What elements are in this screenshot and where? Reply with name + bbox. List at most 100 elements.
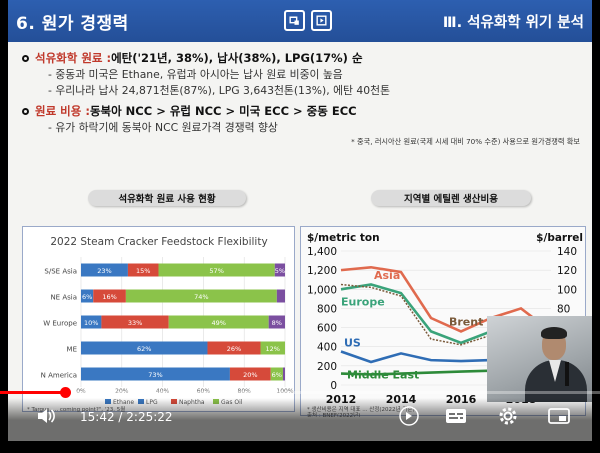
data-label: 16% xyxy=(102,293,116,301)
x-tick-label: 40% xyxy=(156,388,170,395)
bullet-feedstock: 석유화학 원료 : 에탄('21년, 38%), 납사(38%), LPG(17… xyxy=(22,50,588,67)
bar-segment xyxy=(81,289,94,303)
bullet-cost: 원료 비용 : 동북아 NCC > 유럽 NCC > 미국 ECC > 중동 E… xyxy=(22,103,588,120)
data-label: 15% xyxy=(136,267,150,275)
data-label: 57% xyxy=(209,267,223,275)
data-label: 62% xyxy=(137,345,151,353)
data-label: 33% xyxy=(128,319,142,327)
bar-segment xyxy=(81,341,208,355)
data-label: 6% xyxy=(272,371,282,379)
bar-segment xyxy=(101,315,169,329)
sub-item: - 중동과 미국은 Ethane, 유럽과 아시아는 납사 원료 비중이 높음 xyxy=(48,68,343,81)
pip-icon[interactable] xyxy=(284,10,305,31)
progress-bar[interactable] xyxy=(0,387,600,398)
y-tick-right: 80 xyxy=(557,303,570,315)
miniplayer-icon[interactable] xyxy=(547,405,571,431)
feedstock-chart-panel: 2022 Steam Cracker Feedstock Flexibility… xyxy=(22,226,295,413)
presentation-slide: 6. 원가 경쟁력 Ⅲ. 석유화학 위기 분석 석유화학 원료 : 에탄('21… xyxy=(8,0,592,441)
data-label: 20% xyxy=(243,371,257,379)
bar-segment xyxy=(81,315,102,329)
bar-segment xyxy=(268,315,285,329)
bar-segment xyxy=(168,315,269,329)
series-label: Brent xyxy=(449,316,483,329)
y-tick-left: 200 xyxy=(317,361,337,373)
bullet-lead: 원료 비용 : xyxy=(35,104,90,118)
sub-item: - 우리나라 납사 24,871천톤(87%), LPG 3,643천톤(13%… xyxy=(48,84,391,97)
data-label: 26% xyxy=(227,345,241,353)
data-label: 6% xyxy=(82,293,92,301)
presenter-webcam xyxy=(487,316,592,402)
y-tick-right: 120 xyxy=(557,265,577,277)
x-tick-label: 60% xyxy=(197,388,211,395)
chart-title: 2022 Steam Cracker Feedstock Flexibility xyxy=(50,236,267,248)
player-controls xyxy=(0,398,600,453)
scrub-handle[interactable] xyxy=(59,387,71,398)
right-axis-unit: $/barrel xyxy=(536,232,583,244)
y-tick-left: 1,400 xyxy=(307,246,337,258)
bar-segment xyxy=(274,263,285,277)
slide-header: 6. 원가 경쟁력 Ⅲ. 석유화학 위기 분석 xyxy=(8,0,592,42)
microphone xyxy=(565,362,569,386)
y-tick-right: 100 xyxy=(557,284,577,296)
data-label: 74% xyxy=(194,293,208,301)
bar-segment xyxy=(270,367,283,381)
category-label: W Europe xyxy=(43,320,77,328)
bullet-text: 동북아 NCC > 유럽 NCC > 미국 ECC > 중동 ECC xyxy=(89,104,357,118)
volume-icon[interactable] xyxy=(35,405,57,431)
x-tick-label: 100% xyxy=(276,388,293,395)
bullet-text: 에탄('21년, 38%), 납사(38%), LPG(17%) 순 xyxy=(111,51,363,65)
bar-segment xyxy=(207,341,261,355)
next-icon[interactable] xyxy=(398,405,420,431)
bullet-dot-icon xyxy=(22,108,29,115)
data-label: 49% xyxy=(211,319,225,327)
y-tick-right: 140 xyxy=(557,246,577,258)
subtitles-icon[interactable] xyxy=(444,405,468,431)
bar-segment xyxy=(125,289,277,303)
data-label: 73% xyxy=(148,371,162,379)
slide-body: 석유화학 원료 : 에탄('21년, 38%), 납사(38%), LPG(17… xyxy=(22,50,588,147)
bar-segment xyxy=(93,289,126,303)
settings-gear-icon[interactable] xyxy=(497,405,519,431)
bullet-dot-icon xyxy=(22,55,29,62)
current-time: 15:42 xyxy=(80,410,115,424)
category-label: NE Asia xyxy=(50,294,77,302)
slide-title: 6. 원가 경쟁력 xyxy=(16,14,129,34)
footnote: * 중국, 러시아산 원료(국제 시세 대비 70% 수준) 사용으로 원가경쟁… xyxy=(351,137,580,146)
series-label: Europe xyxy=(341,296,385,309)
y-tick-left: 0 xyxy=(330,380,337,392)
chart-label-feedstock: 석유화학 원료 사용 현황 xyxy=(88,190,246,206)
category-label: ME xyxy=(67,346,77,354)
total-time: 2:25:22 xyxy=(126,410,173,424)
bar-segment xyxy=(260,341,285,355)
x-tick-label: 20% xyxy=(115,388,129,395)
y-tick-left: 1,200 xyxy=(307,265,337,277)
sub-item: - 유가 하락기에 동북아 NCC 원료가격 경쟁력 향상 xyxy=(48,121,278,134)
chart-label-ethylene-cost: 지역별 에틸렌 생산비용 xyxy=(371,190,531,206)
left-axis-unit: $/metric ton xyxy=(307,232,380,244)
series-label: Middle East xyxy=(347,368,419,381)
data-label: 5% xyxy=(275,267,285,275)
bar-segment xyxy=(81,367,230,381)
x-tick-label: 80% xyxy=(238,388,252,395)
category-label: S/SE Asia xyxy=(44,268,77,276)
y-tick-left: 800 xyxy=(317,303,337,315)
y-tick-left: 400 xyxy=(317,342,337,354)
y-tick-left: 1,000 xyxy=(307,284,337,296)
playlist-icon[interactable] xyxy=(311,10,332,31)
x-tick-label: 0% xyxy=(76,388,86,395)
series-label: Asia xyxy=(374,269,400,282)
data-label: 8% xyxy=(272,319,282,327)
y-tick-left: 600 xyxy=(317,323,337,335)
data-label: 10% xyxy=(84,319,98,327)
time-display: 15:42 / 2:25:22 xyxy=(80,410,173,424)
feedstock-bar-chart: 2022 Steam Cracker Feedstock Flexibility… xyxy=(27,236,294,413)
data-label: 12% xyxy=(266,345,280,353)
slide-section: Ⅲ. 석유화학 위기 분석 xyxy=(442,15,584,31)
bar-segment xyxy=(127,263,159,277)
data-label: 23% xyxy=(97,267,111,275)
series-line xyxy=(340,265,552,333)
bar-segment xyxy=(276,289,285,303)
presenter-hair xyxy=(541,327,567,339)
bullet-lead: 석유화학 원료 : xyxy=(35,51,112,65)
